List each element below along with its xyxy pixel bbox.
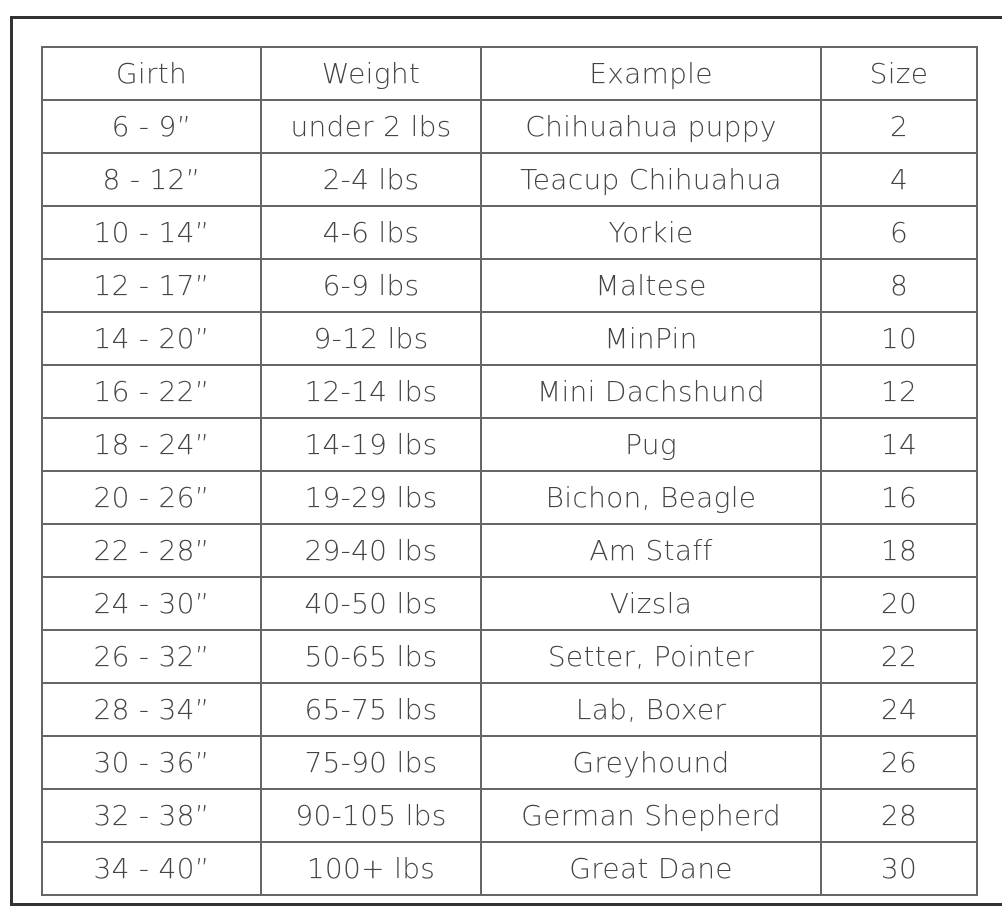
cell-weight: 29-40 lbs <box>260 523 482 578</box>
table-row: 30 - 36” 75-90 lbs Greyhound 26 <box>41 735 978 790</box>
cell-example: Pug <box>480 417 822 472</box>
cell-example: Am Staff <box>480 523 822 578</box>
cell-weight: 6-9 lbs <box>260 258 482 313</box>
cell-example: MinPin <box>480 311 822 366</box>
cell-weight: 14-19 lbs <box>260 417 482 472</box>
size-chart-table: Girth Weight Example Size 6 - 9” under 2 lbs… <box>41 46 978 896</box>
cell-size: 16 <box>820 470 978 525</box>
cell-size: 28 <box>820 788 978 843</box>
table-row: 14 - 20” 9-12 lbs MinPin 10 <box>41 311 978 366</box>
cell-weight: 75-90 lbs <box>260 735 482 790</box>
table-row: 24 - 30” 40-50 lbs Vizsla 20 <box>41 576 978 631</box>
cell-example: Chihuahua puppy <box>480 99 822 154</box>
cell-size: 24 <box>820 682 978 737</box>
cell-size: 2 <box>820 99 978 154</box>
cell-example: Setter, Pointer <box>480 629 822 684</box>
cell-weight: 19-29 lbs <box>260 470 482 525</box>
cell-size: 6 <box>820 205 978 260</box>
cell-girth: 6 - 9” <box>41 99 262 154</box>
cell-girth: 14 - 20” <box>41 311 262 366</box>
cell-weight: 100+ lbs <box>260 841 482 896</box>
cell-size: 12 <box>820 364 978 419</box>
cell-size: 14 <box>820 417 978 472</box>
cell-weight: under 2 lbs <box>260 99 482 154</box>
outer-frame <box>10 16 1002 906</box>
cell-size: 22 <box>820 629 978 684</box>
cell-example: German Shepherd <box>480 788 822 843</box>
cell-weight: 9-12 lbs <box>260 311 482 366</box>
cell-girth: 8 - 12” <box>41 152 262 207</box>
cell-size: 26 <box>820 735 978 790</box>
cell-example: Maltese <box>480 258 822 313</box>
cell-weight: 90-105 lbs <box>260 788 482 843</box>
cell-weight: 50-65 lbs <box>260 629 482 684</box>
cell-size: 4 <box>820 152 978 207</box>
table-row: 18 - 24” 14-19 lbs Pug 14 <box>41 417 978 472</box>
cell-example: Bichon, Beagle <box>480 470 822 525</box>
cell-weight: 2-4 lbs <box>260 152 482 207</box>
table-row: 32 - 38” 90-105 lbs German Shepherd 28 <box>41 788 978 843</box>
cell-example: Great Dane <box>480 841 822 896</box>
header-row: Girth Weight Example Size <box>41 46 978 101</box>
cell-girth: 26 - 32” <box>41 629 262 684</box>
cell-example: Greyhound <box>480 735 822 790</box>
cell-girth: 10 - 14” <box>41 205 262 260</box>
cell-size: 20 <box>820 576 978 631</box>
cell-girth: 24 - 30” <box>41 576 262 631</box>
table-row: 34 - 40” 100+ lbs Great Dane 30 <box>41 841 978 896</box>
cell-example: Yorkie <box>480 205 822 260</box>
cell-example: Lab, Boxer <box>480 682 822 737</box>
cell-size: 10 <box>820 311 978 366</box>
cell-size: 8 <box>820 258 978 313</box>
table-row: 20 - 26” 19-29 lbs Bichon, Beagle 16 <box>41 470 978 525</box>
cell-example: Mini Dachshund <box>480 364 822 419</box>
cell-girth: 16 - 22” <box>41 364 262 419</box>
cell-girth: 28 - 34” <box>41 682 262 737</box>
table-row: 28 - 34” 65-75 lbs Lab, Boxer 24 <box>41 682 978 737</box>
table-row: 10 - 14” 4-6 lbs Yorkie 6 <box>41 205 978 260</box>
column-header-weight: Weight <box>260 46 482 101</box>
cell-girth: 12 - 17” <box>41 258 262 313</box>
cell-weight: 4-6 lbs <box>260 205 482 260</box>
table-row: 8 - 12” 2-4 lbs Teacup Chihuahua 4 <box>41 152 978 207</box>
table-row: 26 - 32” 50-65 lbs Setter, Pointer 22 <box>41 629 978 684</box>
cell-girth: 32 - 38” <box>41 788 262 843</box>
cell-girth: 34 - 40” <box>41 841 262 896</box>
table-row: 6 - 9” under 2 lbs Chihuahua puppy 2 <box>41 99 978 154</box>
column-header-example: Example <box>480 46 822 101</box>
table-row: 16 - 22” 12-14 lbs Mini Dachshund 12 <box>41 364 978 419</box>
cell-size: 18 <box>820 523 978 578</box>
cell-girth: 22 - 28” <box>41 523 262 578</box>
cell-girth: 30 - 36” <box>41 735 262 790</box>
cell-weight: 12-14 lbs <box>260 364 482 419</box>
column-header-girth: Girth <box>41 46 262 101</box>
cell-example: Vizsla <box>480 576 822 631</box>
column-header-size: Size <box>820 46 978 101</box>
table-row: 22 - 28” 29-40 lbs Am Staff 18 <box>41 523 978 578</box>
cell-example: Teacup Chihuahua <box>480 152 822 207</box>
cell-weight: 40-50 lbs <box>260 576 482 631</box>
table-row: 12 - 17” 6-9 lbs Maltese 8 <box>41 258 978 313</box>
cell-weight: 65-75 lbs <box>260 682 482 737</box>
cell-size: 30 <box>820 841 978 896</box>
cell-girth: 20 - 26” <box>41 470 262 525</box>
cell-girth: 18 - 24” <box>41 417 262 472</box>
